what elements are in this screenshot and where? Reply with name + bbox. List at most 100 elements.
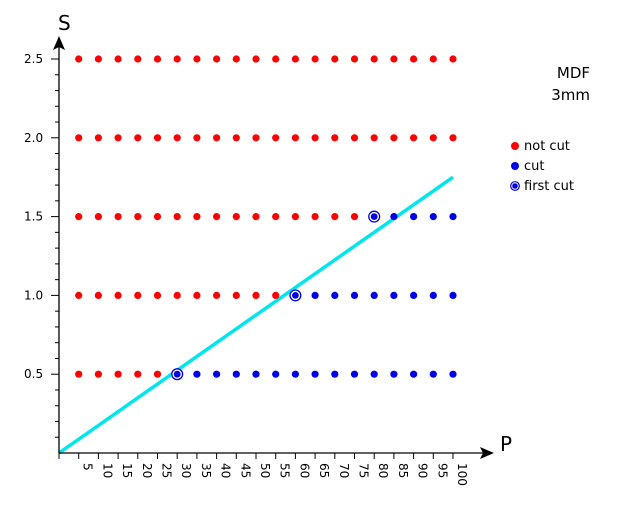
material-annotation: MDF 3mm <box>520 62 590 106</box>
red-dot-icon <box>511 142 519 150</box>
not-cut-point <box>193 213 201 221</box>
legend-label: cut <box>524 158 545 174</box>
y-axis-arrow <box>53 36 65 50</box>
x-tick-label: 30 <box>179 463 193 478</box>
not-cut-point <box>311 134 319 142</box>
cut-point <box>311 370 319 378</box>
not-cut-point <box>94 370 102 378</box>
not-cut-point <box>94 291 102 299</box>
cut-point <box>390 291 398 299</box>
cut-point <box>291 370 299 378</box>
fit-line-layer <box>57 175 455 455</box>
legend-item-cut: cut <box>510 156 574 176</box>
tick-labels: 5 10 15 20 25 30 35 40 45 50 55 60 65 70 75 80 85 90 95 100… <box>24 52 469 486</box>
not-cut-point <box>213 291 221 299</box>
x-tick-label: 55 <box>278 463 292 478</box>
cut-point <box>429 291 437 299</box>
not-cut-point <box>252 291 260 299</box>
x-tick-label: 50 <box>258 463 272 478</box>
not-cut-point <box>213 134 221 142</box>
not-cut-point <box>291 55 299 63</box>
not-cut-point <box>134 213 142 221</box>
x-tick-label: 5 <box>81 463 95 471</box>
cut-point <box>311 291 319 299</box>
not-cut-point <box>114 213 122 221</box>
not-cut-point <box>114 370 122 378</box>
y-axis-label: S <box>58 11 71 35</box>
cut-point <box>410 213 418 221</box>
x-tick-label: 15 <box>120 463 134 478</box>
not-cut-point <box>331 213 339 221</box>
x-tick-label: 85 <box>396 463 410 478</box>
not-cut-point <box>114 134 122 142</box>
x-tick-label: 65 <box>317 463 331 478</box>
x-tick-label: 45 <box>238 463 252 478</box>
not-cut-point <box>370 55 378 63</box>
not-cut-point <box>75 134 83 142</box>
not-cut-point <box>153 213 162 221</box>
not-cut-point <box>75 55 83 63</box>
not-cut-point <box>272 213 280 221</box>
not-cut-point <box>134 291 142 299</box>
not-cut-point <box>134 55 142 63</box>
not-cut-point <box>134 370 142 378</box>
not-cut-point <box>94 55 102 63</box>
not-cut-point <box>193 291 201 299</box>
not-cut-point <box>272 55 280 63</box>
x-tick-label: 80 <box>376 463 390 478</box>
not-cut-point <box>331 134 339 142</box>
blue-dot-icon <box>511 162 519 170</box>
not-cut-point <box>173 291 181 299</box>
x-tick-label: 25 <box>160 463 174 478</box>
not-cut-point <box>370 134 378 142</box>
not-cut-point <box>252 134 260 142</box>
first-cut-point <box>292 292 299 299</box>
not-cut-point <box>213 55 221 63</box>
not-cut-point <box>94 134 102 142</box>
not-cut-point <box>153 370 162 378</box>
cut-point <box>232 370 240 378</box>
material-thickness: 3mm <box>551 86 590 104</box>
not-cut-point <box>410 134 418 142</box>
not-cut-point <box>193 134 201 142</box>
cut-point <box>272 370 280 378</box>
ringed-blue-dot-icon <box>510 181 520 191</box>
legend-label: not cut <box>524 138 570 154</box>
x-tick-label: 90 <box>416 463 430 478</box>
not-cut-point <box>173 134 181 142</box>
not-cut-point <box>272 134 280 142</box>
not-cut-point <box>153 134 162 142</box>
not-cut-point <box>173 55 181 63</box>
cut-point <box>449 213 457 221</box>
not-cut-point <box>311 213 319 221</box>
x-tick-label: 10 <box>100 463 114 478</box>
legend-item-not-cut: not cut <box>510 136 574 156</box>
x-tick-label: 70 <box>337 463 351 478</box>
cut-point <box>390 370 398 378</box>
y-tick-label: 2.5 <box>24 52 43 66</box>
not-cut-point <box>232 134 240 142</box>
material-name: MDF <box>556 64 590 82</box>
cut-point <box>331 370 339 378</box>
cut-point <box>429 213 437 221</box>
legend-label: first cut <box>524 178 575 194</box>
not-cut-point <box>429 55 437 63</box>
not-cut-point <box>134 134 142 142</box>
cut-point <box>252 370 260 378</box>
x-tick-label: 100 <box>455 463 469 486</box>
x-tick-label: 35 <box>199 463 213 478</box>
cut-point <box>449 291 457 299</box>
not-cut-point <box>232 55 240 63</box>
cut-point <box>449 370 457 378</box>
x-tick-label: 95 <box>435 463 449 478</box>
x-tick-label: 40 <box>219 463 233 478</box>
not-cut-point <box>153 291 162 299</box>
not-cut-point <box>232 291 240 299</box>
not-cut-point <box>173 213 181 221</box>
x-tick-label: 60 <box>297 463 311 478</box>
fit-line <box>57 175 455 455</box>
not-cut-point <box>350 134 359 142</box>
not-cut-point <box>291 134 299 142</box>
not-cut-point <box>213 213 221 221</box>
cut-point <box>370 370 378 378</box>
